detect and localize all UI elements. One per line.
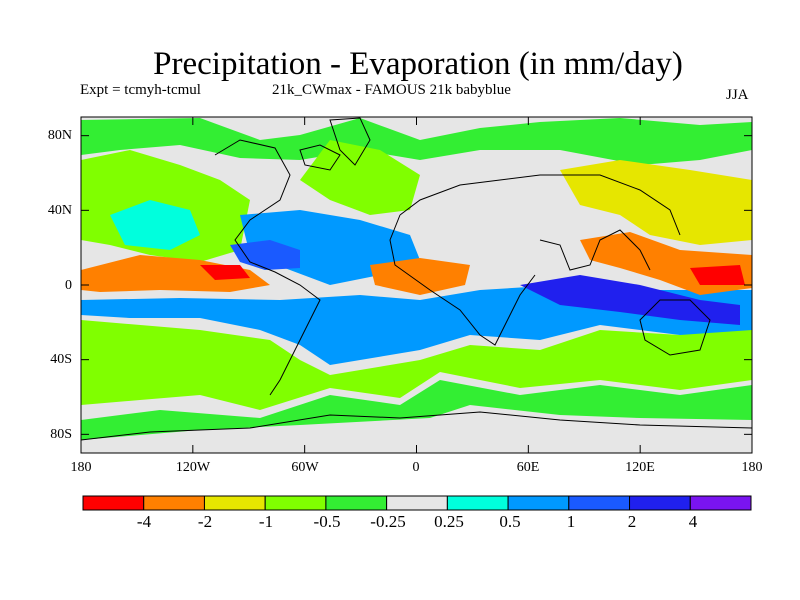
xlabel-60E: 60E (516, 460, 540, 475)
ylabel-40S: 40S (50, 352, 72, 367)
subtitle-label: 21k_CWmax - FAMOUS 21k babyblue (272, 82, 511, 98)
precip-field (81, 117, 752, 453)
region-sahel-orange (370, 258, 470, 295)
colorbar-box (689, 495, 752, 511)
colorbar-box (143, 495, 205, 511)
colorbar-box (629, 495, 691, 511)
colorbar-label-9: 2 (627, 512, 637, 531)
coastlines (81, 117, 752, 441)
region-west-pacific-red (690, 265, 745, 285)
colorbar-box (568, 495, 631, 511)
colorbar-label-1: -4 (136, 512, 152, 531)
colorbar-box (82, 495, 145, 511)
region-east-pacific-orange (81, 255, 270, 292)
coastline-australia (639, 299, 711, 356)
xlabel-180-left: 180 (70, 460, 92, 475)
xlabel-180-right: 180 (741, 460, 763, 475)
season-label: JJA (726, 87, 749, 103)
region-north-pacific-blue (110, 200, 200, 250)
colorbar-label-10: 4 (688, 512, 698, 531)
colorbar-label-5: -0.25 (370, 512, 406, 531)
xlabel-0: 0 (412, 460, 420, 475)
region-atlantic-green (300, 140, 420, 215)
colorbar-box (386, 495, 448, 511)
ylabel-80S: 80S (50, 427, 72, 442)
colorbar-box (446, 495, 509, 511)
colorbar-label-3: -1 (258, 512, 274, 531)
region-high-latitude-green (81, 380, 752, 440)
region-south-pacific-green (81, 320, 752, 410)
ylabel-40N: 40N (47, 203, 72, 218)
axis-ticks (80, 117, 753, 453)
ylabel-0: 0 (65, 278, 72, 293)
colorbar-label-7: 0.5 (499, 512, 521, 531)
experiment-label: Expt = tcmyh-tcmul (80, 82, 201, 98)
region-east-asia-green (560, 160, 752, 245)
colorbar-label-6: 0.25 (434, 512, 464, 531)
coastline-americas (214, 139, 341, 396)
coastline-greenland (329, 117, 371, 166)
region-high-latitude-green-north (81, 118, 752, 165)
colorbar-box (203, 495, 266, 511)
coastline-africa-eurasia (389, 174, 681, 346)
ylabel-80N: 80N (47, 128, 72, 143)
colorbar-box (264, 495, 327, 511)
colorbar-label-2: -2 (197, 512, 213, 531)
colorbar-label-4: -0.5 (313, 512, 341, 531)
region-indian-ocean-darkblue (520, 275, 740, 325)
xlabel-120E: 120E (625, 460, 655, 475)
xlabel-60W: 60W (291, 460, 319, 475)
colorbar (82, 495, 752, 511)
colorbar-box (325, 495, 388, 511)
colorbar-label-8: 1 (566, 512, 576, 531)
xlabel-120W: 120W (175, 460, 211, 475)
region-itcz-central-america-blue (230, 240, 300, 270)
region-east-pacific-red (200, 265, 250, 280)
colorbar-box (507, 495, 570, 511)
figure-title: Precipitation - Evaporation (in mm/day) (153, 46, 683, 82)
coastline-antarctica (81, 411, 752, 441)
